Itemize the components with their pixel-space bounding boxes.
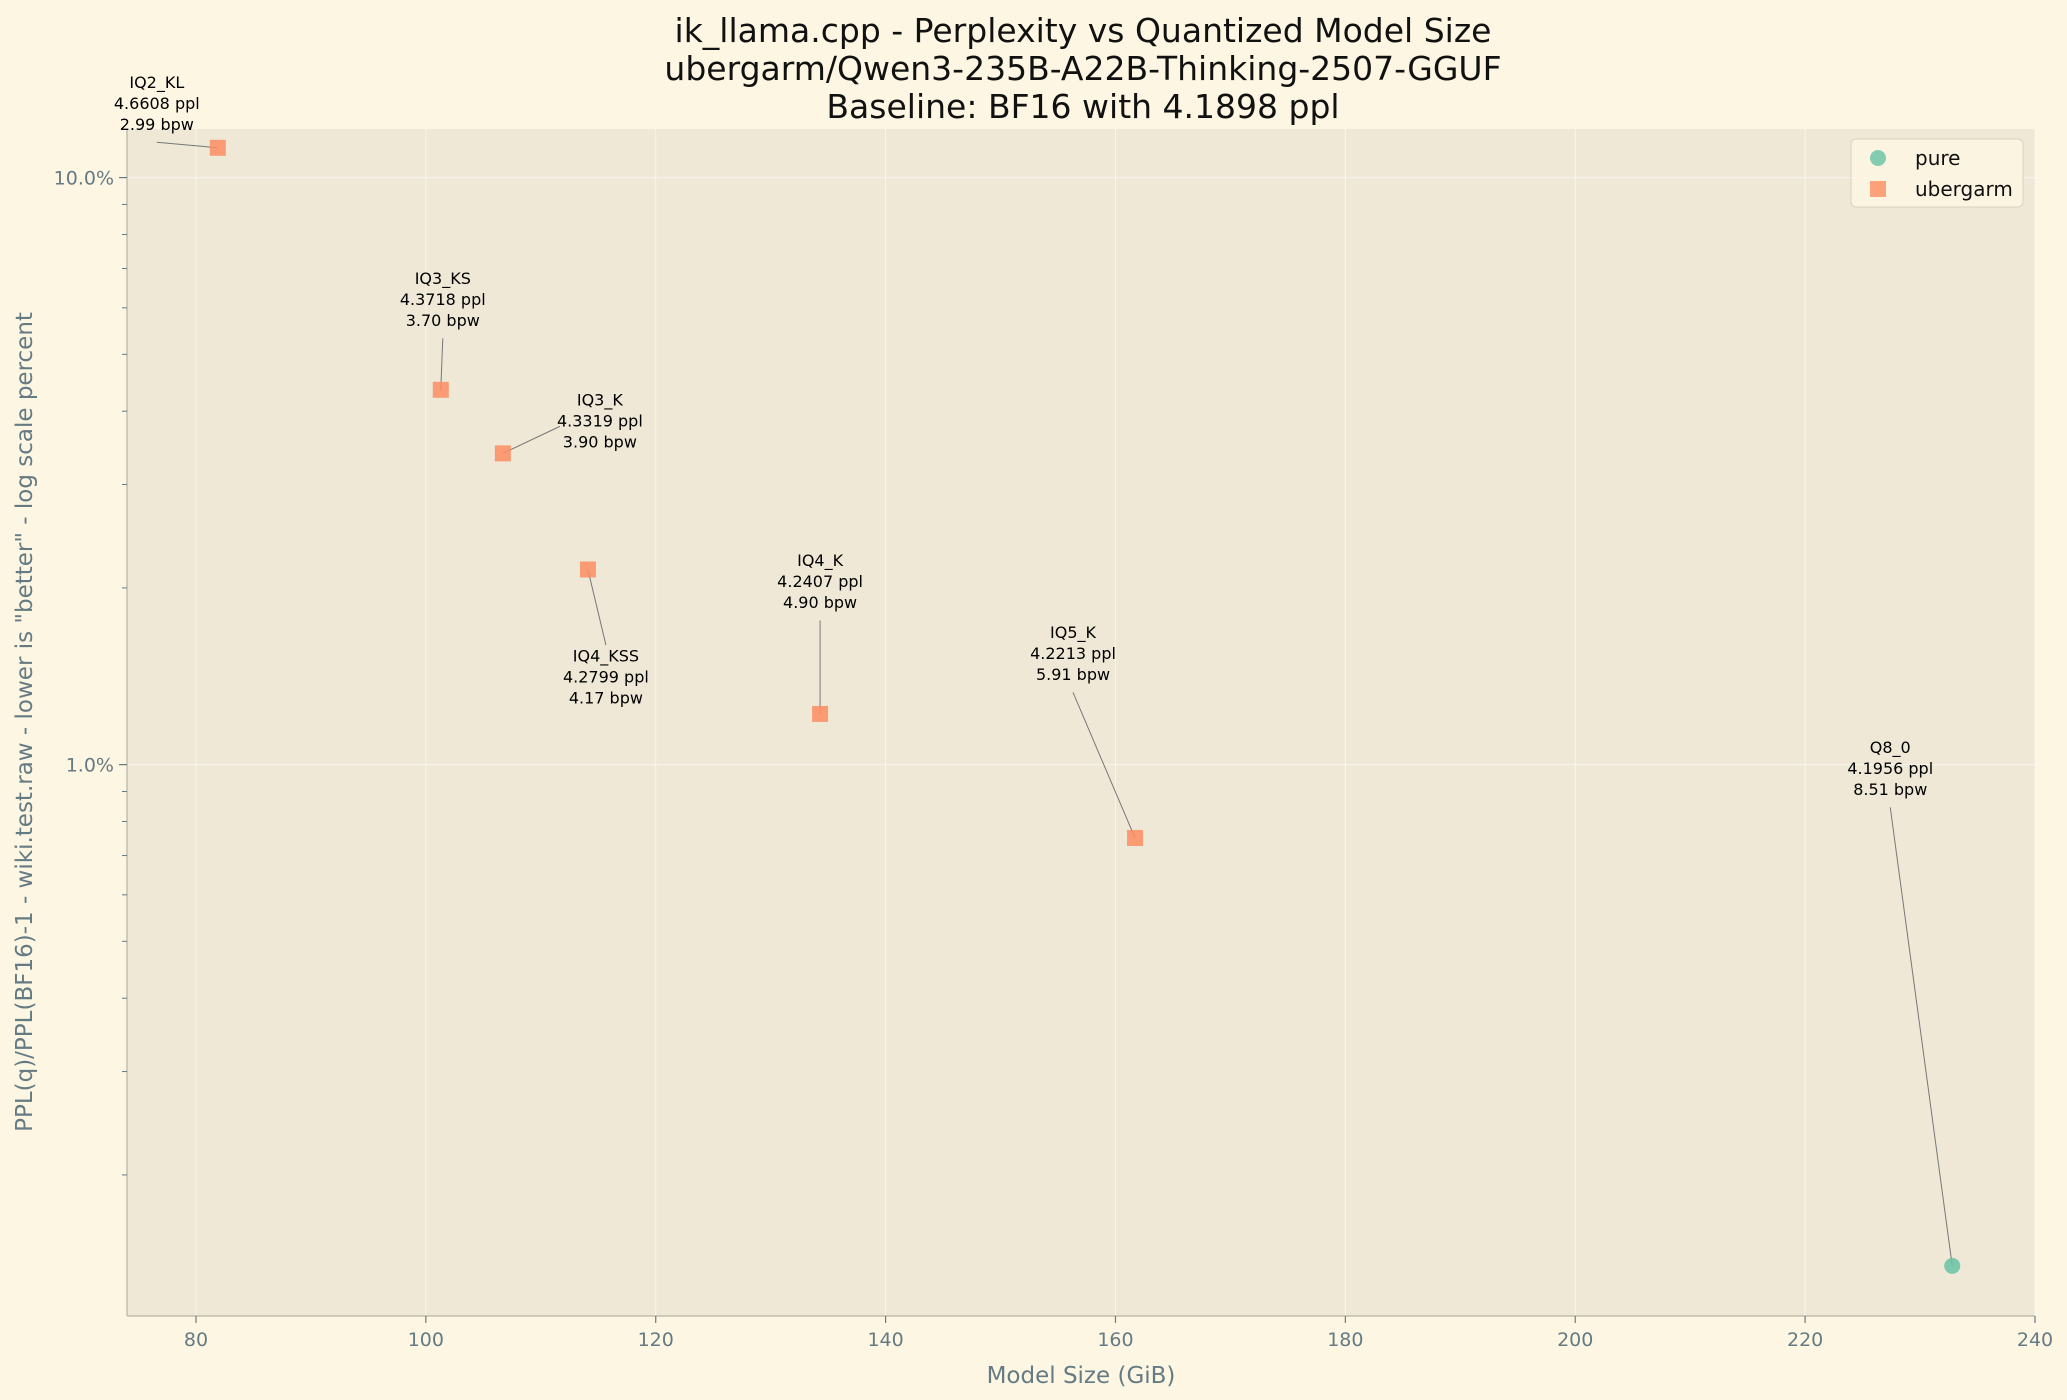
legend-marker-ubergarm: [1870, 181, 1886, 197]
x-tick-label: 160: [1097, 1329, 1133, 1351]
annotation-label: 4.90 bpw: [783, 593, 857, 612]
data-point-ubergarm: [579, 561, 596, 578]
annotation-label: IQ5_K: [1050, 623, 1096, 643]
chart-title-line-3: Baseline: BF16 with 4.1898 ppl: [826, 87, 1339, 126]
x-tick-label: 200: [1557, 1329, 1593, 1351]
annotation-label: 3.90 bpw: [563, 432, 637, 451]
annotation-label: 5.91 bpw: [1036, 665, 1110, 684]
annotation-label: 4.2213 ppl: [1030, 644, 1116, 663]
annotation-label: 2.99 bpw: [120, 115, 194, 134]
legend-marker-pure: [1870, 150, 1886, 166]
data-point-ubergarm: [209, 139, 226, 156]
point-annotations: Q8_04.1956 ppl 8.51 bpw IQ2_KL4.6608 ppl 2.…: [114, 73, 1933, 799]
annotation-label: 4.3319 ppl: [557, 411, 643, 430]
annotation-label: 4.1956 ppl: [1847, 759, 1933, 778]
annotation-leader-line: [587, 569, 607, 646]
annotation-leader-line: [1889, 807, 1953, 1266]
axis-spines: [126, 129, 2035, 1317]
y-tick-label: 10.0%: [54, 168, 114, 190]
x-tick-label: 120: [638, 1329, 674, 1351]
annotation-label: IQ4_K: [797, 551, 843, 571]
data-point-pure: [1944, 1257, 1961, 1274]
plot-area: [127, 129, 2035, 1316]
annotation-label: 4.3718 ppl: [400, 290, 486, 309]
x-tick-label: 140: [867, 1329, 903, 1351]
legend-label-pure: pure: [1915, 146, 1960, 170]
y-axis-label: PPL(q)/PPL(BF16)-1 - wiki.test.raw - low…: [12, 312, 38, 1132]
x-tick-label: 80: [184, 1329, 208, 1351]
y-axis-ticks: 1.0% 10.0%: [54, 168, 127, 1176]
annotation-leader-line: [502, 425, 561, 454]
annotation-leader-line: [1072, 692, 1136, 839]
annotation-label: IQ4_KSS: [573, 646, 639, 666]
x-tick-label: 100: [408, 1329, 444, 1351]
annotation-label: 4.17 bpw: [569, 688, 643, 707]
legend-label-ubergarm: ubergarm: [1915, 177, 2013, 201]
y-tick-label: 1.0%: [66, 755, 114, 777]
grid-lines: [127, 129, 2036, 1316]
annotation-leader-line: [440, 338, 444, 390]
x-axis-ticks: 80 100 120 140 160 180 200 220 240: [184, 1316, 2053, 1351]
chart-title-line-1: ik_llama.cpp - Perplexity vs Quantized M…: [675, 11, 1492, 50]
annotation-label: 4.2407 ppl: [777, 572, 863, 591]
annotation-label: IQ2_KL: [129, 73, 184, 93]
data-point-ubergarm: [1127, 829, 1144, 846]
annotation-label: IQ3_K: [577, 390, 623, 410]
x-tick-label: 180: [1327, 1329, 1363, 1351]
x-tick-label: 220: [1787, 1329, 1823, 1351]
legend: pure ubergarm: [1850, 138, 2024, 208]
annotation-label: IQ3_KS: [415, 269, 471, 289]
x-tick-label: 240: [2017, 1329, 2053, 1351]
data-marks: [209, 139, 1961, 1274]
data-point-ubergarm: [432, 381, 449, 398]
x-axis-label: Model Size (GiB): [987, 1363, 1176, 1389]
chart-title-line-2: ubergarm/Qwen3-235B-A22B-Thinking-2507-G…: [664, 49, 1501, 88]
annotation-label: 8.51 bpw: [1853, 780, 1927, 799]
annotation-label: 4.6608 ppl: [114, 94, 200, 113]
annotation-label: 3.70 bpw: [406, 311, 480, 330]
annotation-leader-line: [156, 141, 218, 149]
data-point-ubergarm: [812, 705, 829, 722]
annotation-label: Q8_0: [1870, 738, 1911, 758]
legend-box: [1850, 138, 2024, 208]
data-point-ubergarm: [494, 445, 511, 462]
annotation-label: 4.2799 ppl: [563, 667, 649, 686]
annotation-leaders: [156, 141, 1953, 1266]
